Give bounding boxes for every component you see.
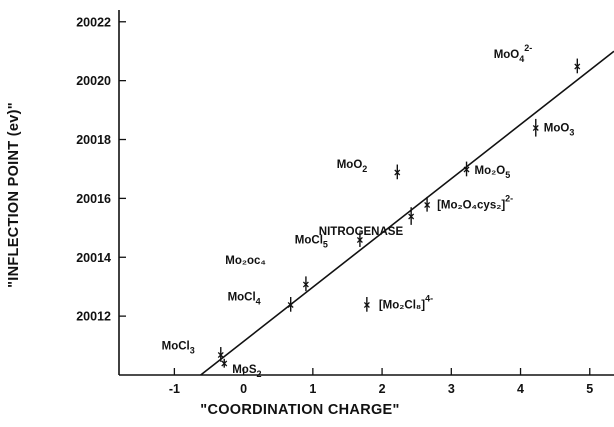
point-label: MoCl3 bbox=[162, 340, 195, 355]
data-point: × bbox=[394, 165, 401, 179]
x-tick-label: 3 bbox=[448, 382, 455, 396]
point-label: MoO2 bbox=[337, 159, 368, 174]
point-label: MoCl5 bbox=[295, 235, 328, 250]
x-axis-title: "COORDINATION CHARGE" bbox=[200, 402, 399, 418]
y-tick-label: 20012 bbox=[76, 310, 111, 324]
point-label: NITROGENASE bbox=[319, 226, 404, 238]
point-label: MoO42- bbox=[494, 43, 533, 64]
data-point: × bbox=[302, 277, 309, 291]
point-label: [Mo₂O₄cys₂]2- bbox=[437, 193, 513, 211]
data-point: × bbox=[356, 233, 363, 247]
data-point: × bbox=[574, 59, 581, 73]
y-tick-label: 20020 bbox=[76, 74, 111, 88]
y-tick-label: 20018 bbox=[76, 133, 111, 147]
y-tick-label: 20016 bbox=[76, 192, 111, 206]
y-tick-label: 20014 bbox=[76, 251, 111, 265]
data-point: × bbox=[532, 121, 539, 135]
point-label: MoCl4 bbox=[228, 291, 261, 306]
data-point: × bbox=[287, 298, 294, 312]
point-label: MoS2 bbox=[232, 364, 261, 379]
y-tick-label: 20022 bbox=[76, 15, 111, 29]
data-point: × bbox=[363, 298, 370, 312]
x-tick-label: 2 bbox=[379, 382, 386, 396]
x-tick-label: 4 bbox=[517, 382, 524, 396]
x-tick-label: -1 bbox=[169, 382, 180, 396]
point-label: Mo₂oc₄ bbox=[225, 255, 266, 267]
point-label: Mo₂O5 bbox=[475, 165, 511, 180]
x-tick-label: 5 bbox=[586, 382, 593, 396]
point-label: MoO3 bbox=[544, 123, 575, 138]
x-tick-label: 1 bbox=[309, 382, 316, 396]
data-point: × bbox=[221, 357, 228, 371]
x-tick-label: 0 bbox=[240, 382, 247, 396]
data-point: × bbox=[463, 162, 470, 176]
point-label: [Mo₂Cl₈]4- bbox=[379, 293, 433, 311]
data-point: × bbox=[217, 348, 224, 362]
data-point: × bbox=[424, 198, 431, 212]
regression-line bbox=[200, 50, 614, 376]
y-axis-title: "INFLECTION POINT (ev)" bbox=[6, 102, 22, 288]
data-point: × bbox=[408, 210, 415, 224]
